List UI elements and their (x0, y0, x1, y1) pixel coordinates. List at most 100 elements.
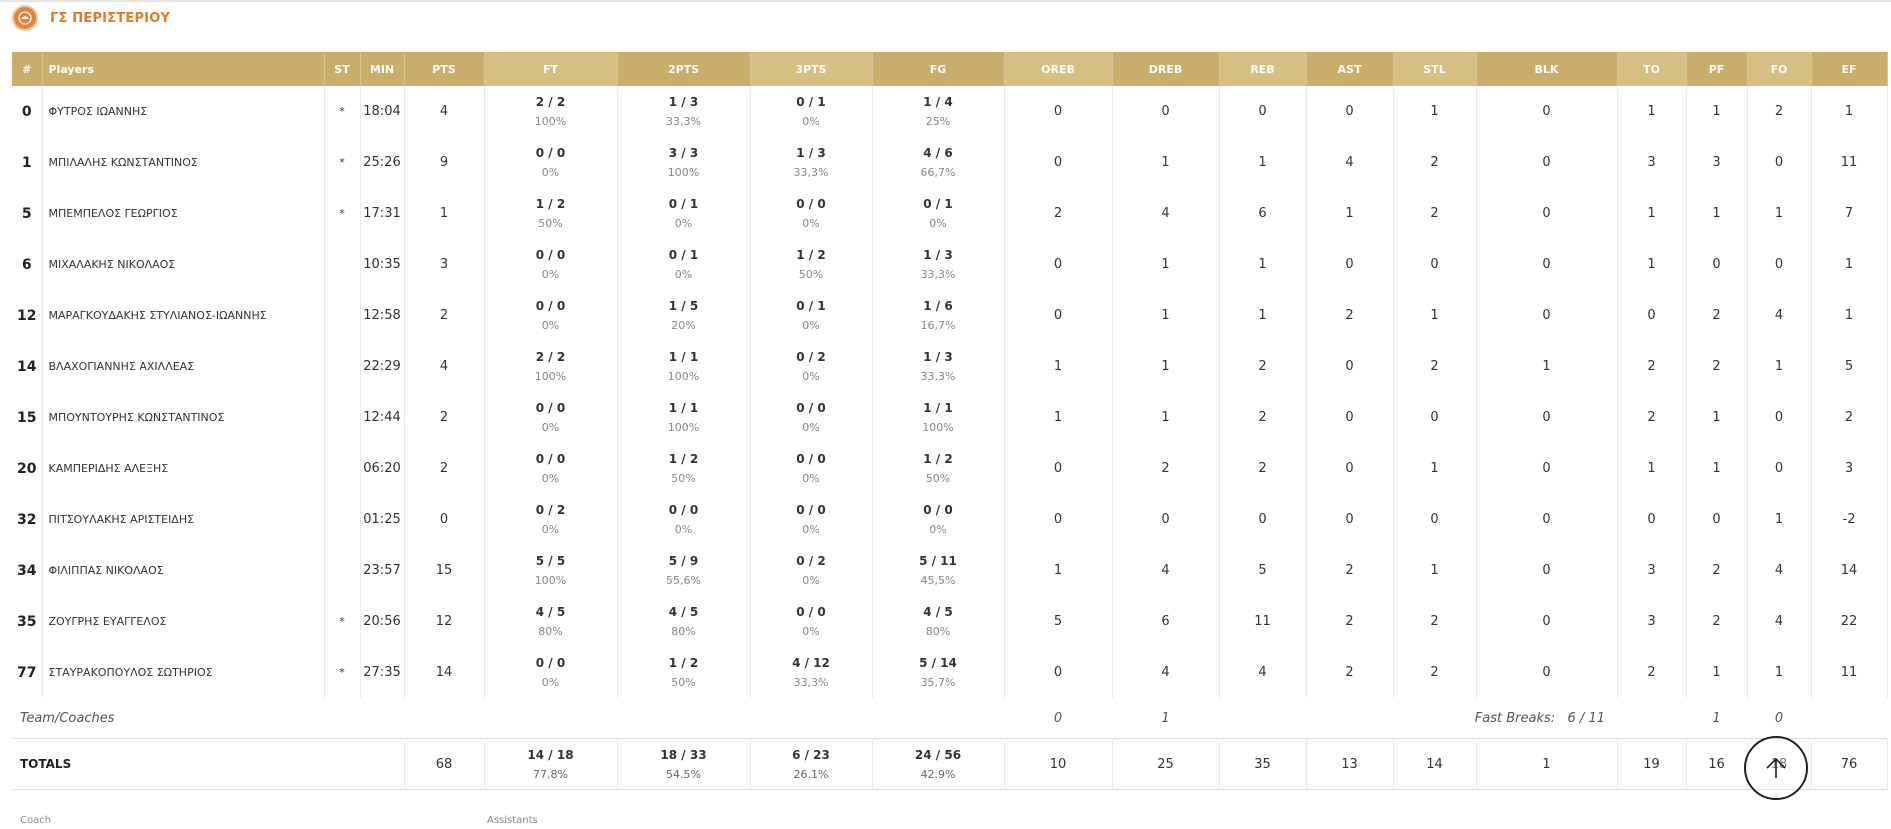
player-oreb: 1 (1004, 341, 1113, 392)
player-ft-made: 0 / 0 (535, 299, 566, 313)
player-ef: 22 (1811, 596, 1888, 647)
player-oreb: 1 (1004, 392, 1113, 443)
player-pf: 3 (1686, 137, 1748, 188)
col-min[interactable]: MIN (360, 52, 405, 86)
player-ef: 11 (1811, 647, 1888, 698)
player-fg: 1 / 6 16,7% (872, 290, 1005, 341)
player-ft-pct: 0% (541, 268, 560, 281)
player-2pts: 0 / 1 0% (617, 239, 751, 290)
team-header: ΓΣ ΠΕΡΙΣΤΕΡΙΟΥ (12, 3, 170, 33)
player-stl: 2 (1393, 647, 1477, 698)
team-logo-icon[interactable] (12, 5, 38, 31)
player-fg: 1 / 3 33,3% (872, 341, 1005, 392)
player-fg: 1 / 1 100% (872, 392, 1005, 443)
player-fo: 2 (1747, 86, 1812, 137)
col-fg[interactable]: FG (872, 52, 1005, 86)
player-fg: 4 / 6 66,7% (872, 137, 1005, 188)
col-players[interactable]: Players (42, 52, 325, 86)
player-name[interactable]: ΦΙΛΙΠΠΑΣ ΝΙΚΟΛΑΟΣ (42, 545, 325, 596)
player-name[interactable]: ΠΙΤΣΟΥΛΑΚΗΣ ΑΡΙΣΤΕΙΔΗΣ (42, 494, 325, 545)
col-reb[interactable]: REB (1219, 52, 1307, 86)
player-name[interactable]: ΜΠΟΥΝΤΟΥΡΗΣ ΚΩΝΣΤΑΝΤΙΝΟΣ (42, 392, 325, 443)
player-ft-pct: 0% (541, 421, 560, 434)
player-3pts: 0 / 0 0% (750, 392, 873, 443)
player-fg: 0 / 0 0% (872, 494, 1005, 545)
col-ast[interactable]: AST (1306, 52, 1394, 86)
player-oreb: 0 (1004, 86, 1113, 137)
col-to[interactable]: TO (1617, 52, 1687, 86)
col-st[interactable]: ST (324, 52, 361, 86)
player-name[interactable]: ΦΥΤΡΟΣ ΙΩΑΝΝΗΣ (42, 86, 325, 137)
player-ef: 3 (1811, 443, 1888, 494)
player-stl: 2 (1393, 188, 1477, 239)
player-starter (324, 392, 361, 443)
player-name[interactable]: ΖΟΥΓΡΗΣ ΕΥΑΓΓΕΛΟΣ (42, 596, 325, 647)
player-oreb: 0 (1004, 239, 1113, 290)
col-fo[interactable]: FO (1747, 52, 1812, 86)
player-name[interactable]: ΜΠΕΜΠΕΛΟΣ ΓΕΩΡΓΙΟΣ (42, 188, 325, 239)
player-name[interactable]: ΚΑΜΠΕΡΙΔΗΣ ΑΛΕΞΗΣ (42, 443, 325, 494)
player-3pts-pct: 0% (802, 574, 820, 587)
player-name[interactable]: ΜΑΡΑΓΚΟΥΔΑΚΗΣ ΣΤΥΛΙΑΝΟΣ-ΙΩΑΝΝΗΣ (42, 290, 325, 341)
col-3pts[interactable]: 3PTS (750, 52, 873, 86)
player-ef: 7 (1811, 188, 1888, 239)
player-ft: 2 / 2 100% (484, 86, 618, 137)
player-reb: 2 (1219, 392, 1307, 443)
player-blk: 1 (1476, 341, 1618, 392)
player-stl: 1 (1393, 86, 1477, 137)
player-fg-made: 1 / 4 (923, 95, 953, 109)
player-2pts-pct: 0% (674, 523, 693, 536)
col-ft[interactable]: FT (484, 52, 618, 86)
col-2pts[interactable]: 2PTS (617, 52, 751, 86)
player-3pts: 0 / 0 0% (750, 443, 873, 494)
player-stl: 0 (1393, 239, 1477, 290)
col-num[interactable]: # (12, 52, 43, 86)
player-3pts: 1 / 3 33,3% (750, 137, 873, 188)
assistants-label: Assistants (487, 815, 538, 826)
player-oreb: 0 (1004, 647, 1113, 698)
player-to: 2 (1617, 341, 1687, 392)
player-3pts: 0 / 2 0% (750, 341, 873, 392)
player-to: 3 (1617, 596, 1687, 647)
player-2pts: 5 / 9 55,6% (617, 545, 751, 596)
player-oreb: 0 (1004, 137, 1113, 188)
player-3pts: 0 / 0 0% (750, 188, 873, 239)
player-to: 1 (1617, 443, 1687, 494)
player-ft-pct: 100% (534, 115, 567, 128)
player-name[interactable]: ΣΤΑΥΡΑΚΟΠΟΥΛΟΣ ΣΩΤΗΡΙΟΣ (42, 647, 325, 698)
col-ef[interactable]: EF (1811, 52, 1888, 86)
player-blk: 0 (1476, 443, 1618, 494)
col-pts[interactable]: PTS (404, 52, 485, 86)
player-3pts-pct: 0% (802, 217, 820, 230)
player-2pts-pct: 33,3% (666, 115, 701, 128)
col-pf[interactable]: PF (1686, 52, 1748, 86)
player-ast: 1 (1306, 188, 1394, 239)
player-name[interactable]: ΜΠΙΛΑΛΗΣ ΚΩΝΣΤΑΝΤΙΝΟΣ (42, 137, 325, 188)
player-min: 01:25 (360, 494, 405, 545)
col-stl[interactable]: STL (1393, 52, 1477, 86)
player-ft-made: 0 / 0 (535, 401, 566, 415)
player-reb: 1 (1219, 290, 1307, 341)
col-dreb[interactable]: DREB (1112, 52, 1220, 86)
player-oreb: 0 (1004, 443, 1113, 494)
scroll-to-top-button[interactable] (1744, 736, 1808, 800)
player-ast: 2 (1306, 290, 1394, 341)
col-oreb[interactable]: OREB (1004, 52, 1113, 86)
player-name[interactable]: ΜΙΧΑΛΑΚΗΣ ΝΙΚΟΛΑΟΣ (42, 239, 325, 290)
player-fg-made: 1 / 6 (923, 299, 953, 313)
player-2pts-made: 0 / 1 (668, 197, 699, 211)
player-3pts: 0 / 2 0% (750, 545, 873, 596)
player-2pts-pct: 80% (671, 625, 696, 638)
boxscore-table-container: # Players ST MIN PTS FT 2PTS 3PTS FG ORE… (12, 52, 1888, 790)
player-name[interactable]: ΒΛΑΧΟΓΙΑΝΝΗΣ ΑΧΙΛΛΕΑΣ (42, 341, 325, 392)
table-header-row: # Players ST MIN PTS FT 2PTS 3PTS FG ORE… (12, 52, 1888, 86)
player-pts: 3 (404, 239, 485, 290)
team-name[interactable]: ΓΣ ΠΕΡΙΣΤΕΡΙΟΥ (50, 10, 171, 26)
player-number: 35 (12, 596, 43, 647)
player-ft-made: 0 / 0 (535, 146, 566, 160)
player-dreb: 1 (1112, 341, 1220, 392)
player-ft: 0 / 0 0% (484, 290, 618, 341)
player-min: 10:35 (360, 239, 405, 290)
team-coaches-label: Team/Coaches (20, 710, 115, 726)
col-blk[interactable]: BLK (1476, 52, 1618, 86)
